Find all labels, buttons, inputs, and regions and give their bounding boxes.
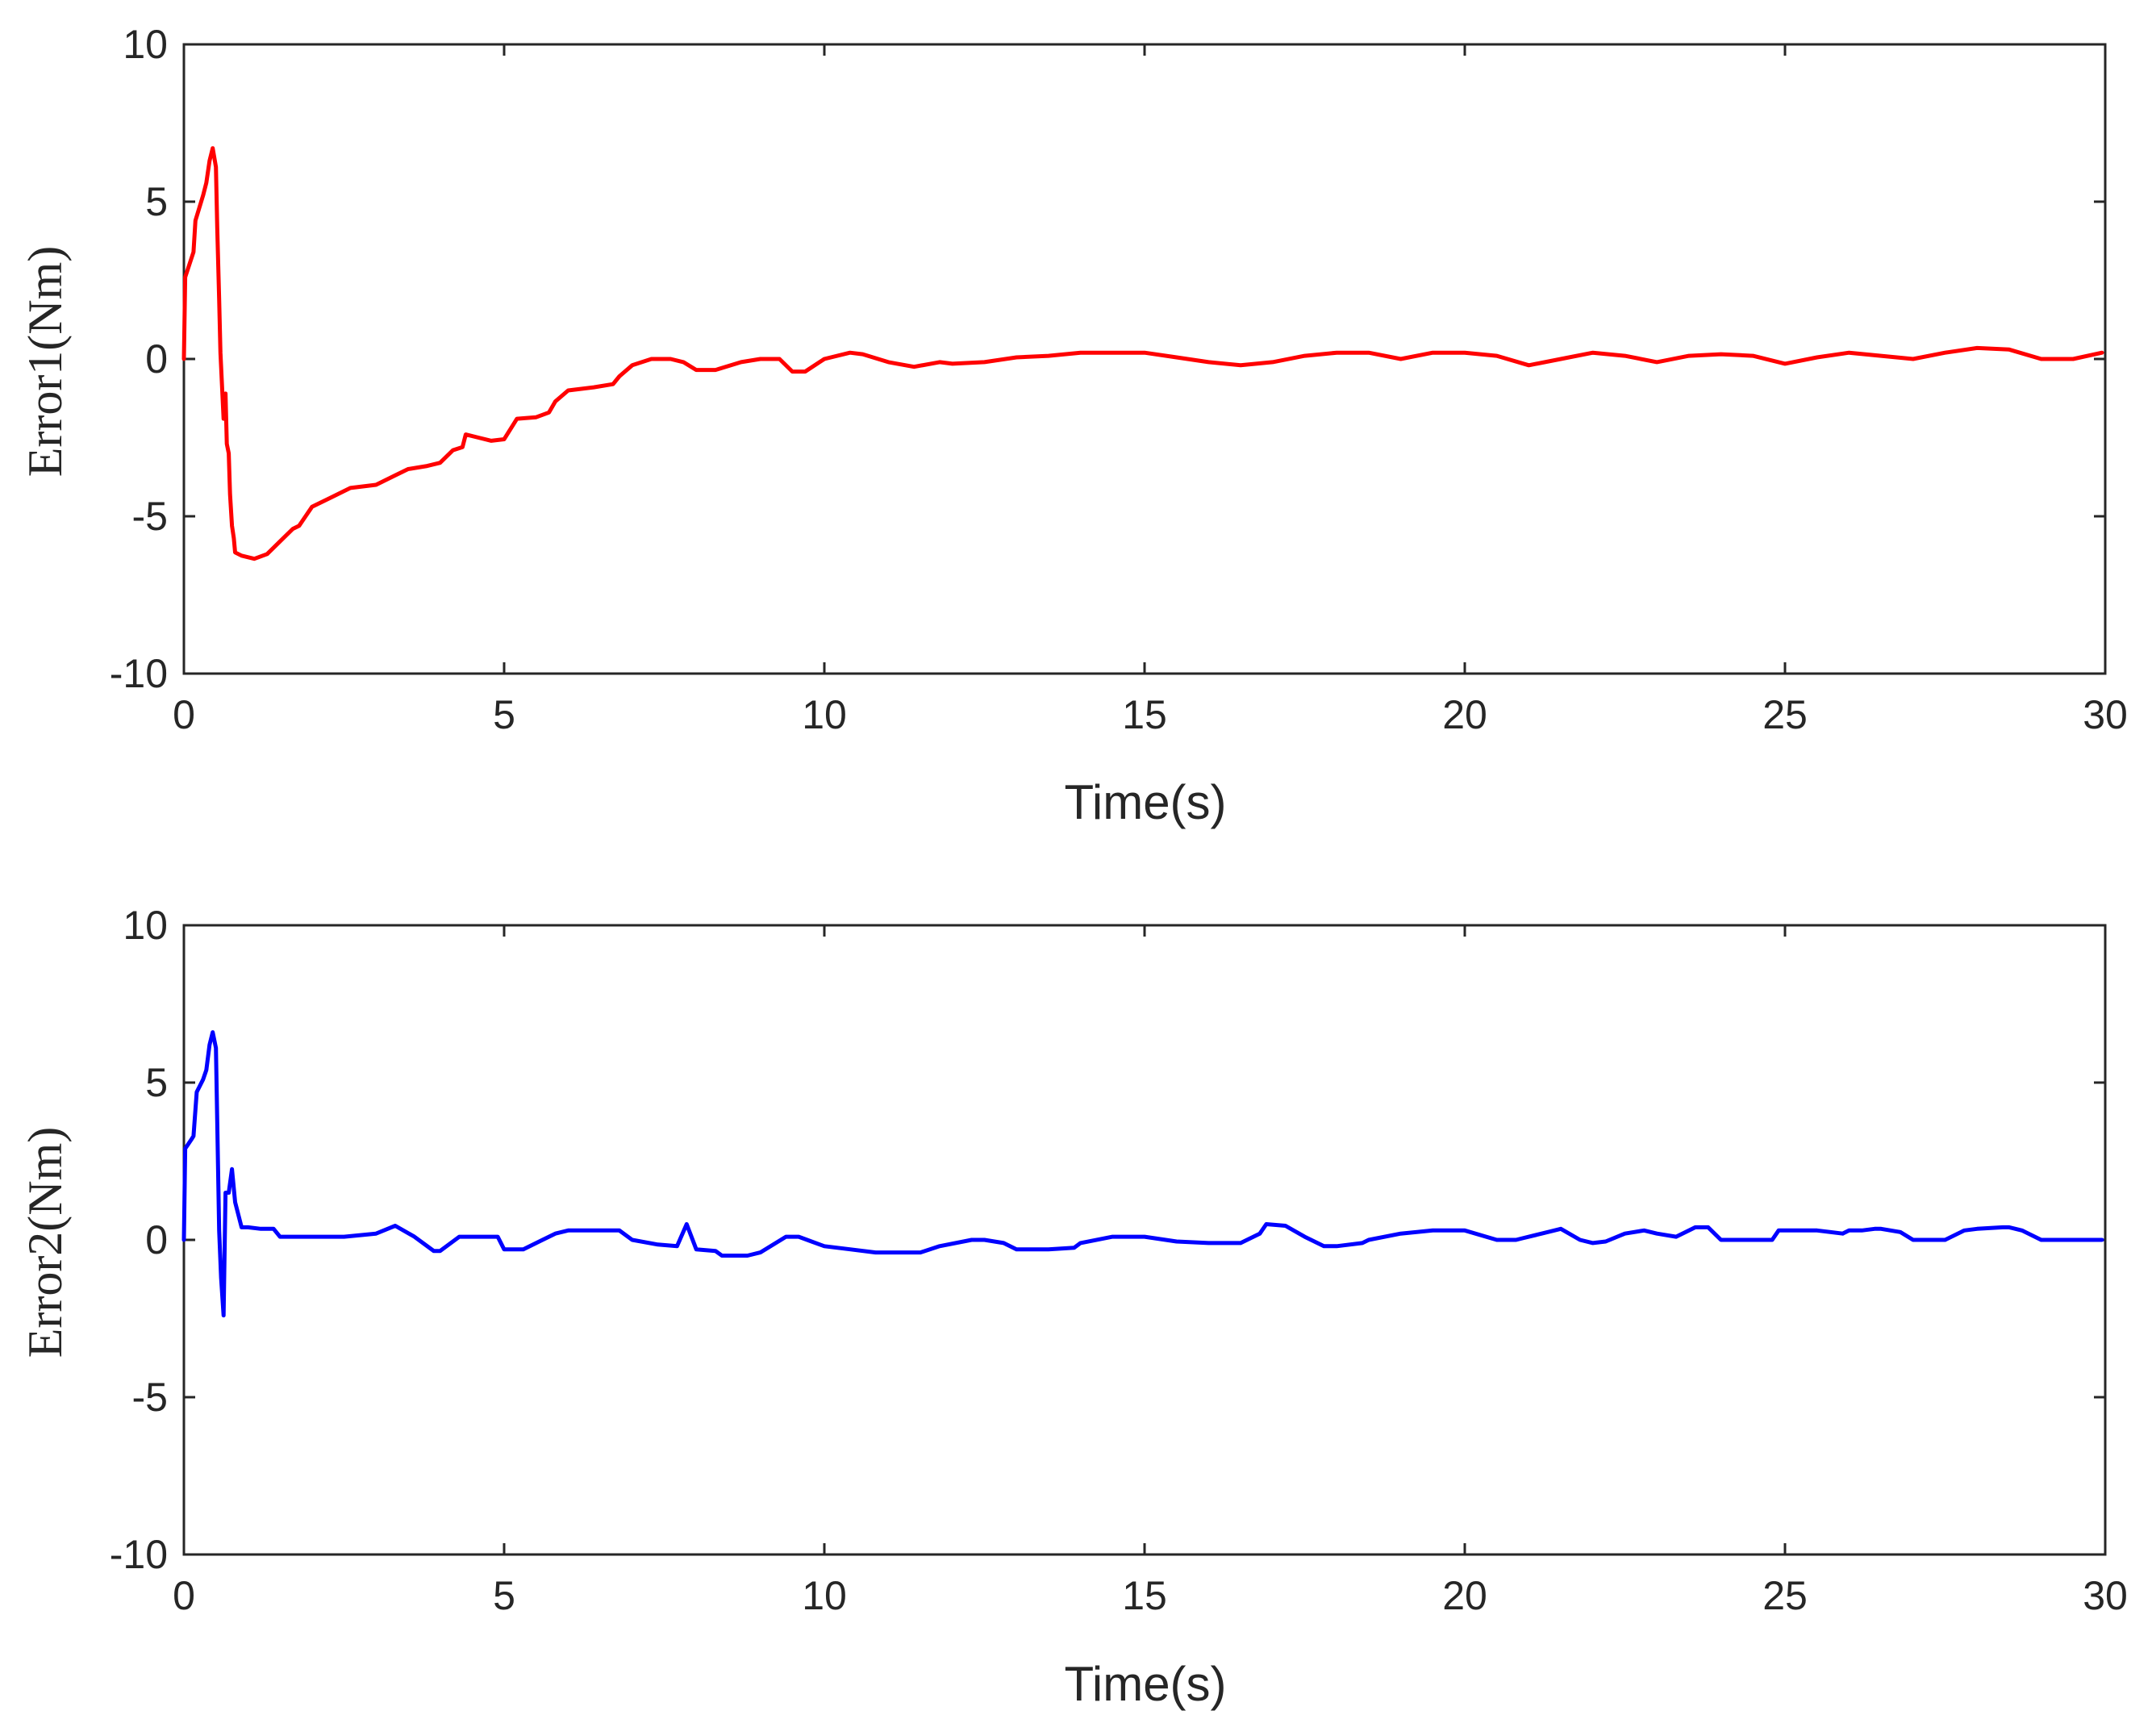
y-tick-label: 10 [123, 22, 168, 67]
series-line-error2 [181, 1030, 2104, 1318]
x-tick-label: 0 [173, 1573, 195, 1618]
plot-area-error2: 0 5 10 15 20 25 30 -10 -5 0 5 10 [110, 903, 2128, 1618]
x-tick-label: 0 [173, 692, 195, 737]
x-tick-label: 30 [2083, 1573, 2128, 1618]
x-tick-label: 20 [1442, 692, 1487, 737]
series-line-error1 [181, 146, 2104, 561]
y-axis-label-error1: Error1(Nm) [19, 246, 72, 478]
x-tick-label: 5 [493, 692, 515, 737]
y-tick-label: 10 [123, 903, 168, 948]
y-tick-label: -5 [132, 494, 168, 539]
x-tick-label: 25 [1762, 692, 1808, 737]
x-tick-label: 5 [493, 1573, 515, 1618]
x-tick-label: 10 [802, 692, 847, 737]
y-tick-label: -10 [110, 651, 168, 696]
plot-area-error1: 0 5 10 15 20 25 30 -10 -5 0 5 10 [110, 22, 2128, 737]
x-tick-label: 15 [1122, 692, 1167, 737]
x-axis-label-error1: Time(s) [1064, 775, 1226, 829]
y-tick-label: -5 [132, 1375, 168, 1420]
x-tick-label: 30 [2083, 692, 2128, 737]
y-tick-label: 0 [145, 336, 168, 382]
y-axis-label-error2: Error2(Nm) [19, 1127, 72, 1358]
x-axis-label-error2: Time(s) [1064, 1657, 1226, 1711]
y-tick-label: 5 [145, 179, 168, 224]
subplot-error2: 0 5 10 15 20 25 30 -10 -5 0 5 10 Time(s) Error2(Nm) [19, 903, 2128, 1711]
x-tick-label: 15 [1122, 1573, 1167, 1618]
subplot-error1: 0 5 10 15 20 25 30 -10 -5 0 5 10 Time(s) Error1(Nm) [19, 22, 2128, 829]
x-tick-label: 10 [802, 1573, 847, 1618]
x-tick-label: 20 [1442, 1573, 1487, 1618]
y-tick-label: -10 [110, 1532, 168, 1577]
x-tick-label: 25 [1762, 1573, 1808, 1618]
y-tick-label: 5 [145, 1060, 168, 1105]
y-tick-label: 0 [145, 1217, 168, 1262]
